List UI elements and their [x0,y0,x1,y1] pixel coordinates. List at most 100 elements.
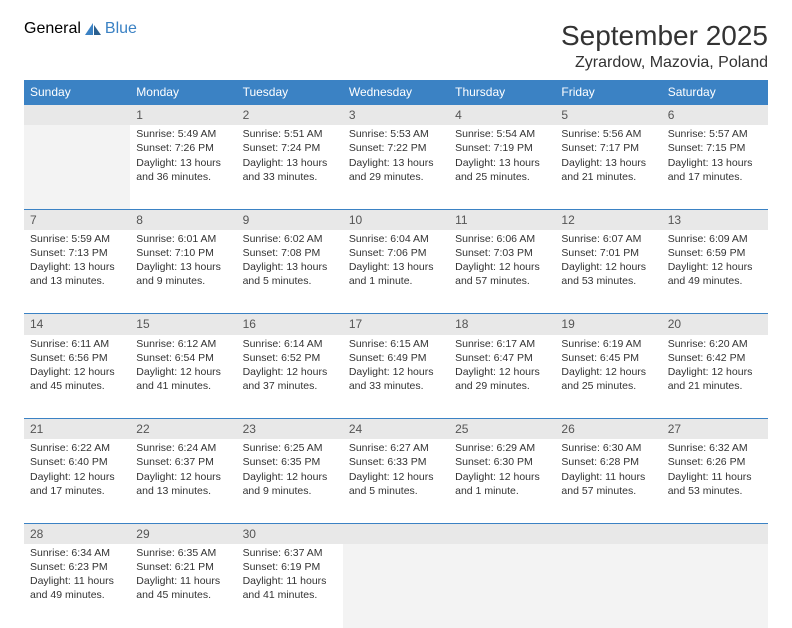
day-number: 6 [662,105,768,126]
day-cell: Sunrise: 5:59 AMSunset: 7:13 PMDaylight:… [24,230,130,314]
daylight-text: and 13 minutes. [136,484,230,498]
weekday-header-row: Sunday Monday Tuesday Wednesday Thursday… [24,80,768,105]
day-number: 30 [237,523,343,544]
daylight-text: Daylight: 13 hours [349,156,443,170]
daylight-text: Daylight: 13 hours [561,156,655,170]
daylight-text: and 21 minutes. [668,379,762,393]
location-text: Zyrardow, Mazovia, Poland [561,54,768,72]
daylight-text: and 25 minutes. [455,170,549,184]
daylight-text: Daylight: 12 hours [668,260,762,274]
day-cell: Sunrise: 6:25 AMSunset: 6:35 PMDaylight:… [237,439,343,523]
day-cell: Sunrise: 6:17 AMSunset: 6:47 PMDaylight:… [449,335,555,419]
sunrise-text: Sunrise: 6:25 AM [243,441,337,455]
daylight-text: Daylight: 13 hours [243,156,337,170]
sunrise-text: Sunrise: 6:35 AM [136,546,230,560]
logo-text-general: General [24,20,81,38]
day-number [24,105,130,126]
sunset-text: Sunset: 6:19 PM [243,560,337,574]
daylight-text: and 33 minutes. [243,170,337,184]
daylight-text: and 5 minutes. [349,484,443,498]
daylight-text: Daylight: 11 hours [668,470,762,484]
daylight-text: and 49 minutes. [30,588,124,602]
daylight-text: Daylight: 11 hours [136,574,230,588]
day-number: 29 [130,523,236,544]
day-number: 9 [237,209,343,230]
day-number: 19 [555,314,661,335]
weekday-header: Friday [555,80,661,105]
daylight-text: Daylight: 13 hours [349,260,443,274]
day-number: 26 [555,419,661,440]
sunrise-text: Sunrise: 6:01 AM [136,232,230,246]
sunrise-text: Sunrise: 6:15 AM [349,337,443,351]
sunset-text: Sunset: 7:22 PM [349,141,443,155]
daylight-text: Daylight: 13 hours [136,260,230,274]
sunrise-text: Sunrise: 6:20 AM [668,337,762,351]
sunset-text: Sunset: 7:26 PM [136,141,230,155]
day-number: 5 [555,105,661,126]
sunset-text: Sunset: 6:28 PM [561,455,655,469]
day-number-row: 123456 [24,105,768,126]
day-cell: Sunrise: 5:53 AMSunset: 7:22 PMDaylight:… [343,125,449,209]
day-number: 2 [237,105,343,126]
sunrise-text: Sunrise: 5:57 AM [668,127,762,141]
daylight-text: and 45 minutes. [30,379,124,393]
sunset-text: Sunset: 6:49 PM [349,351,443,365]
daylight-text: Daylight: 11 hours [30,574,124,588]
daylight-text: Daylight: 12 hours [243,365,337,379]
daylight-text: and 53 minutes. [561,274,655,288]
day-cell: Sunrise: 6:29 AMSunset: 6:30 PMDaylight:… [449,439,555,523]
sunrise-text: Sunrise: 6:04 AM [349,232,443,246]
day-cell: Sunrise: 5:49 AMSunset: 7:26 PMDaylight:… [130,125,236,209]
daylight-text: and 25 minutes. [561,379,655,393]
sunset-text: Sunset: 7:17 PM [561,141,655,155]
daylight-text: and 21 minutes. [561,170,655,184]
weekday-header: Tuesday [237,80,343,105]
day-number: 14 [24,314,130,335]
sunrise-text: Sunrise: 6:29 AM [455,441,549,455]
day-content-row: Sunrise: 6:22 AMSunset: 6:40 PMDaylight:… [24,439,768,523]
daylight-text: Daylight: 13 hours [136,156,230,170]
weekday-header: Wednesday [343,80,449,105]
day-number: 8 [130,209,236,230]
sunrise-text: Sunrise: 6:12 AM [136,337,230,351]
sunrise-text: Sunrise: 6:32 AM [668,441,762,455]
sunset-text: Sunset: 7:15 PM [668,141,762,155]
day-cell: Sunrise: 6:19 AMSunset: 6:45 PMDaylight:… [555,335,661,419]
sunset-text: Sunset: 6:42 PM [668,351,762,365]
day-cell: Sunrise: 6:11 AMSunset: 6:56 PMDaylight:… [24,335,130,419]
day-number [449,523,555,544]
page-header: General Blue September 2025 Zyrardow, Ma… [24,20,768,72]
sunset-text: Sunset: 6:33 PM [349,455,443,469]
daylight-text: Daylight: 11 hours [561,470,655,484]
day-number-row: 78910111213 [24,209,768,230]
sunset-text: Sunset: 6:26 PM [668,455,762,469]
day-cell: Sunrise: 6:14 AMSunset: 6:52 PMDaylight:… [237,335,343,419]
sunset-text: Sunset: 7:24 PM [243,141,337,155]
sunrise-text: Sunrise: 6:37 AM [243,546,337,560]
logo-text-blue: Blue [105,20,137,38]
day-cell: Sunrise: 5:51 AMSunset: 7:24 PMDaylight:… [237,125,343,209]
day-number: 18 [449,314,555,335]
daylight-text: Daylight: 12 hours [30,470,124,484]
daylight-text: and 57 minutes. [455,274,549,288]
daylight-text: Daylight: 12 hours [349,365,443,379]
sunset-text: Sunset: 6:21 PM [136,560,230,574]
day-number: 4 [449,105,555,126]
sunrise-text: Sunrise: 5:51 AM [243,127,337,141]
sunrise-text: Sunrise: 6:11 AM [30,337,124,351]
day-cell: Sunrise: 6:30 AMSunset: 6:28 PMDaylight:… [555,439,661,523]
day-number-row: 21222324252627 [24,419,768,440]
day-cell [343,544,449,628]
weekday-header: Sunday [24,80,130,105]
day-cell: Sunrise: 6:09 AMSunset: 6:59 PMDaylight:… [662,230,768,314]
day-number: 21 [24,419,130,440]
day-cell: Sunrise: 5:57 AMSunset: 7:15 PMDaylight:… [662,125,768,209]
calendar-table: Sunday Monday Tuesday Wednesday Thursday… [24,80,768,628]
month-title: September 2025 [561,20,768,52]
sunrise-text: Sunrise: 6:19 AM [561,337,655,351]
sunrise-text: Sunrise: 6:34 AM [30,546,124,560]
sunrise-text: Sunrise: 6:02 AM [243,232,337,246]
sunset-text: Sunset: 7:10 PM [136,246,230,260]
day-cell: Sunrise: 6:01 AMSunset: 7:10 PMDaylight:… [130,230,236,314]
daylight-text: and 17 minutes. [668,170,762,184]
